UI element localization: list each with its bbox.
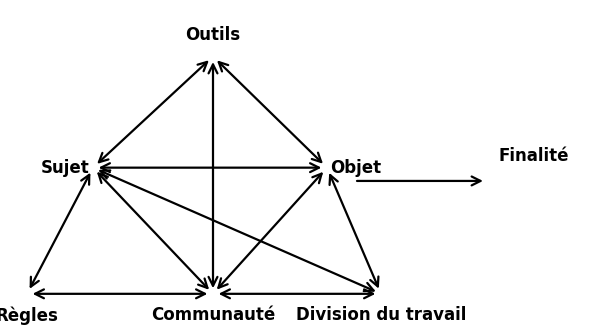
Text: Outils: Outils (185, 26, 241, 44)
Text: Division du travail: Division du travail (296, 306, 466, 324)
Text: Objet: Objet (330, 159, 381, 177)
Text: Finalité: Finalité (498, 147, 569, 165)
Text: Sujet: Sujet (41, 159, 90, 177)
Text: Communauté: Communauté (151, 306, 275, 324)
Text: Règles: Règles (0, 306, 58, 325)
